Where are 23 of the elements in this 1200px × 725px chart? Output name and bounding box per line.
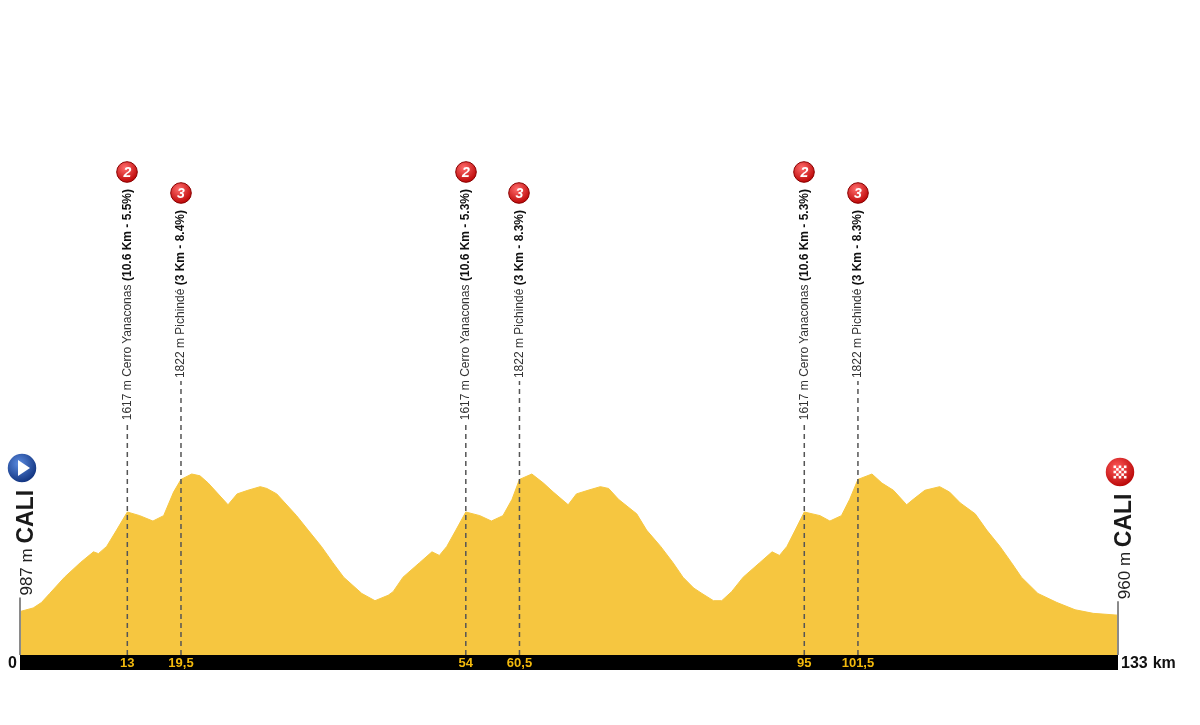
x-tick-label: 133 (1121, 653, 1148, 671)
x-tick-label: 60,5 (506, 655, 533, 671)
ref-line-label: 987 m CALI (12, 489, 39, 596)
x-axis-title: km (1152, 653, 1176, 671)
text: 2 (460, 163, 470, 180)
text: 2 (122, 163, 132, 180)
x-tick-label: 13 (120, 655, 135, 671)
text: 3 (177, 184, 186, 201)
ref-line-label: 1822 m Pichindé (3 Km - 8.4%) (173, 209, 188, 379)
ref-line-label: 960 m CALI (1110, 493, 1137, 600)
x-tick-label: 19,5 (168, 655, 194, 671)
ref-line-label: 1822 m Pichindé (3 Km - 8.3%) (850, 209, 865, 379)
ref-line-label: 1617 m Cerro Yanaconas (10.6 Km - 5.5%) (119, 188, 134, 421)
x-tick-label: 0 (8, 653, 18, 671)
text: 2 (799, 163, 809, 180)
x-tick-label: 101,5 (841, 655, 875, 671)
text: 3 (854, 184, 863, 201)
ref-line-label: 1617 m Cerro Yanaconas (10.6 Km - 5.3%) (458, 188, 473, 421)
x-tick-label: 95 (797, 655, 812, 671)
x-tick-label: 54 (458, 655, 474, 671)
ref-line-label: 1822 m Pichindé (3 Km - 8.3%) (511, 209, 526, 379)
ref-line-label: 1617 m Cerro Yanaconas (10.6 Km - 5.3%) (796, 188, 811, 421)
text: 3 (515, 184, 524, 201)
